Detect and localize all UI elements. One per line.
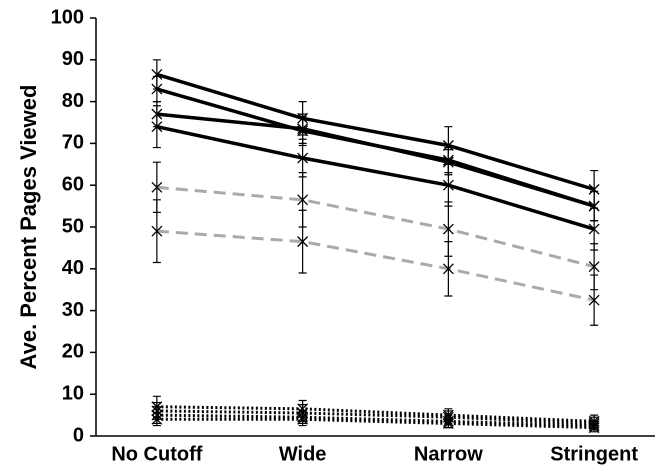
series-line <box>156 417 595 430</box>
y-tick-label: 0 <box>73 424 84 446</box>
series-line <box>156 124 595 231</box>
x-tick-label: Narrow <box>414 443 483 465</box>
point-marker <box>151 68 163 80</box>
series-line <box>156 87 595 208</box>
x-tick-label: No Cutoff <box>111 443 202 465</box>
point-marker <box>297 152 309 164</box>
y-tick-label: 100 <box>51 6 84 28</box>
point-marker <box>442 179 454 191</box>
point-marker <box>442 263 454 275</box>
point-marker <box>442 140 454 151</box>
point-marker <box>442 156 454 168</box>
point-marker <box>151 121 163 133</box>
y-tick-label: 70 <box>62 132 84 154</box>
series-line <box>156 72 595 192</box>
series-line <box>156 409 595 425</box>
point-marker <box>588 422 600 434</box>
series-line <box>156 112 595 208</box>
point-marker <box>442 418 454 429</box>
point-marker <box>151 225 163 237</box>
point-marker <box>588 294 600 306</box>
y-tick-label: 50 <box>62 215 84 237</box>
point-marker <box>442 223 454 235</box>
point-marker <box>297 194 309 206</box>
y-tick-label: 60 <box>62 173 84 195</box>
point-marker <box>297 236 309 248</box>
point-marker <box>151 181 163 193</box>
point-marker <box>588 223 600 235</box>
point-marker <box>588 261 600 273</box>
point-marker <box>151 413 163 425</box>
point-marker <box>297 123 309 135</box>
x-tick-label: Stringent <box>550 443 638 465</box>
y-tick-label: 40 <box>62 257 84 279</box>
point-marker <box>588 183 600 195</box>
y-tick-label: 10 <box>62 382 84 404</box>
y-tick-label: 80 <box>62 90 84 112</box>
series-line <box>156 413 595 428</box>
point-marker <box>297 413 309 425</box>
y-axis-title: Ave. Percent Pages Viewed <box>16 85 41 370</box>
series-line <box>156 185 595 269</box>
point-marker <box>588 200 600 212</box>
series-line <box>156 405 595 423</box>
y-tick-label: 20 <box>62 341 84 363</box>
y-tick-label: 30 <box>62 299 84 321</box>
series-line <box>156 229 595 302</box>
point-marker <box>151 83 163 95</box>
x-tick-label: Wide <box>279 443 327 465</box>
y-tick-label: 90 <box>62 48 84 70</box>
